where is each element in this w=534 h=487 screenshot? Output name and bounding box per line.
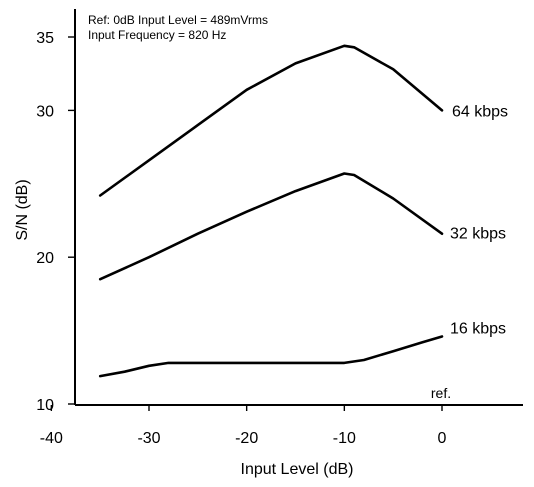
y-tick-label: 20 (36, 250, 54, 267)
series-label-64-kbps: 64 kbps (452, 103, 508, 120)
series-line-32-kbps (98, 172, 444, 281)
annotation-ref-level: Ref: 0dB Input Level = 489mVrms (88, 13, 268, 27)
series-labels: 64 kbps 32 kbps 16 kbps (450, 103, 508, 337)
series-label-16-kbps: 16 kbps (450, 320, 506, 337)
x-tick-label: -20 (235, 430, 258, 447)
series-line-64-kbps (98, 44, 444, 197)
x-axis-label: Input Level (dB) (241, 461, 354, 478)
y-tick-label: 30 (36, 103, 54, 120)
ref-label: ref. (431, 385, 451, 401)
series-label-32-kbps: 32 kbps (450, 226, 506, 243)
annotation-frequency: Input Frequency = 820 Hz (88, 28, 226, 42)
y-tick-label: 35 (36, 30, 54, 47)
x-tick-label: -30 (137, 430, 160, 447)
axis-ticks: -40 -30 -20 -10 0 10 20 30 35 (36, 30, 446, 447)
y-axis-label: S/N (dB) (14, 179, 31, 240)
x-tick-label: -10 (333, 430, 356, 447)
series-line-16-kbps (98, 335, 444, 378)
series-lines (98, 44, 444, 378)
y-tick-label: 10 (36, 397, 54, 414)
x-tick-label: -40 (40, 430, 63, 447)
x-tick-label: 0 (438, 430, 447, 447)
